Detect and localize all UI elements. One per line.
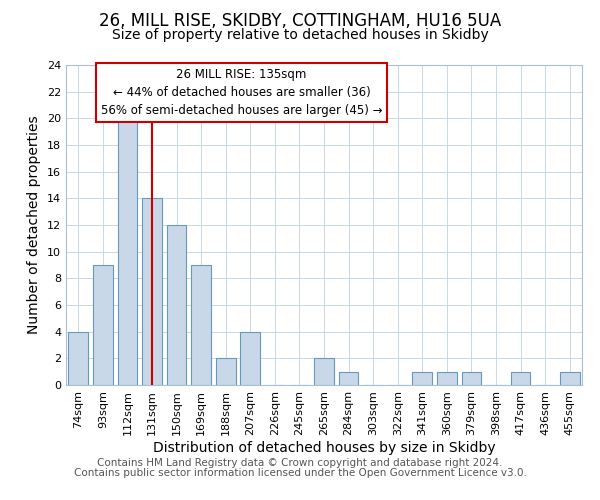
Bar [339,372,358,385]
Bar [241,332,260,385]
Bar [461,372,481,385]
Bar [93,265,113,385]
X-axis label: Distribution of detached houses by size in Skidby: Distribution of detached houses by size … [152,440,496,454]
Bar [560,372,580,385]
Bar [118,118,137,385]
Bar [68,332,88,385]
Text: 26 MILL RISE: 135sqm
← 44% of detached houses are smaller (36)
56% of semi-detac: 26 MILL RISE: 135sqm ← 44% of detached h… [101,68,382,117]
Text: Size of property relative to detached houses in Skidby: Size of property relative to detached ho… [112,28,488,42]
Bar [314,358,334,385]
Bar [437,372,457,385]
Bar [167,225,187,385]
Text: Contains HM Land Registry data © Crown copyright and database right 2024.: Contains HM Land Registry data © Crown c… [97,458,503,468]
Text: 26, MILL RISE, SKIDBY, COTTINGHAM, HU16 5UA: 26, MILL RISE, SKIDBY, COTTINGHAM, HU16 … [99,12,501,30]
Y-axis label: Number of detached properties: Number of detached properties [28,116,41,334]
Bar [412,372,432,385]
Text: Contains public sector information licensed under the Open Government Licence v3: Contains public sector information licen… [74,468,526,478]
Bar [191,265,211,385]
Bar [142,198,162,385]
Bar [511,372,530,385]
Bar [216,358,236,385]
